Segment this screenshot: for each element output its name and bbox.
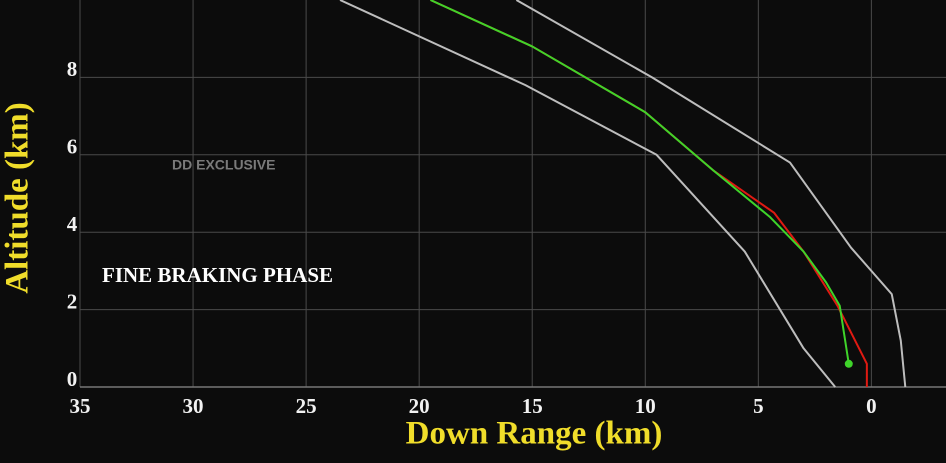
x-tick-label: 25 <box>296 394 317 418</box>
series-line <box>430 0 850 364</box>
y-axis-title: Altitude (km) <box>0 102 36 294</box>
series-line <box>339 0 836 388</box>
x-tick-label: 10 <box>635 394 656 418</box>
series-line <box>515 0 907 388</box>
x-tick-label: 15 <box>522 394 543 418</box>
y-tick-label: 8 <box>67 57 78 81</box>
y-tick-label: 6 <box>67 135 78 159</box>
x-tick-label: 30 <box>183 394 204 418</box>
y-tick-label: 4 <box>67 212 78 236</box>
x-tick-label: 5 <box>753 394 764 418</box>
x-tick-label: 0 <box>866 394 877 418</box>
x-tick-label: 20 <box>409 394 430 418</box>
watermark: DD EXCLUSIVE <box>172 157 275 173</box>
x-tick-label: 35 <box>70 394 91 418</box>
x-axis-title: Down Range (km) <box>406 416 663 452</box>
y-tick-label: 0 <box>67 367 78 391</box>
y-tick-label: 2 <box>67 289 78 313</box>
phase-label: FINE BRAKING PHASE <box>102 263 333 287</box>
end-marker <box>844 359 853 368</box>
